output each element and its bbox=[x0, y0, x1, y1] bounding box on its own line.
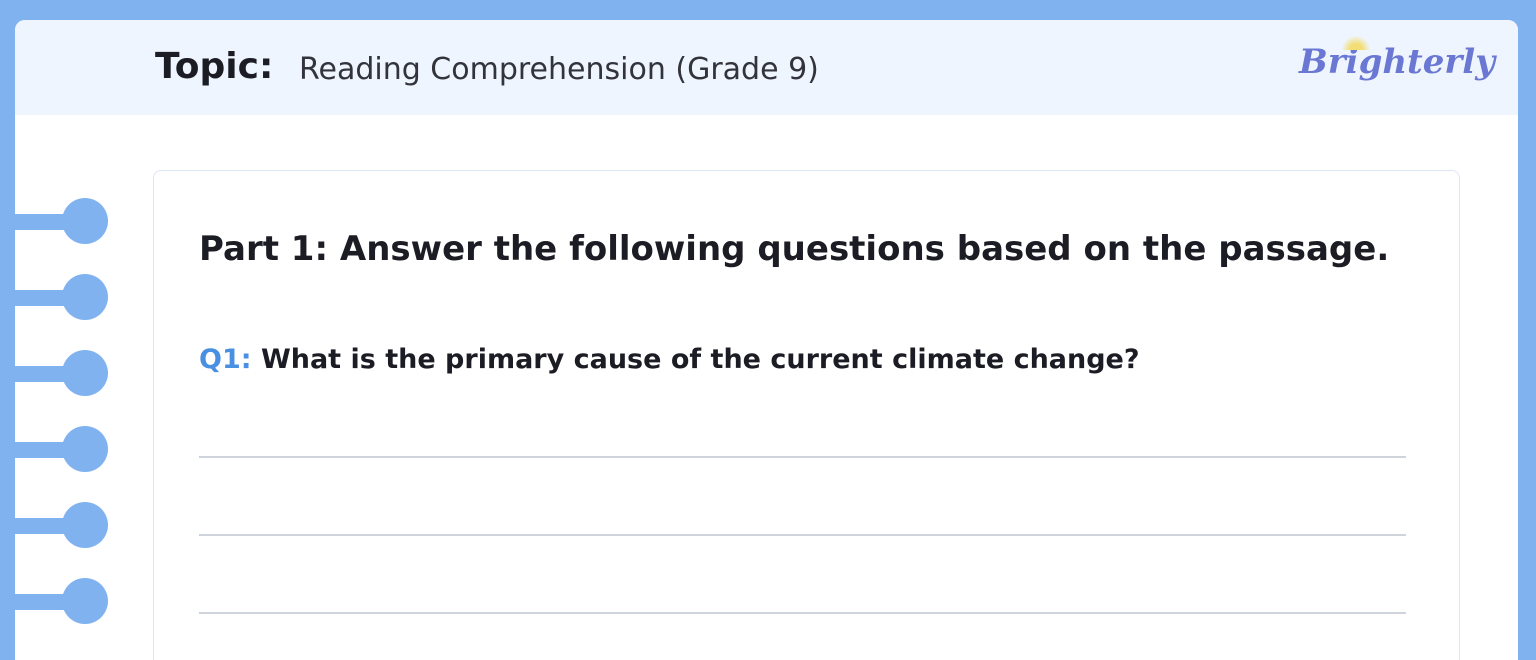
question-number: Q1: bbox=[199, 344, 252, 375]
logo-text: Brighterly bbox=[1299, 42, 1495, 82]
answer-line[interactable] bbox=[199, 534, 1406, 536]
binder-ring-icon bbox=[15, 274, 108, 322]
question-card: Part 1: Answer the following questions b… bbox=[153, 170, 1460, 660]
topic-value: Reading Comprehension (Grade 9) bbox=[299, 52, 819, 87]
part-title: Part 1: Answer the following questions b… bbox=[199, 229, 1390, 269]
binder-ring-icon bbox=[15, 198, 108, 246]
binder-ring-icon bbox=[15, 502, 108, 550]
topic-label: Topic: bbox=[155, 46, 274, 87]
brighterly-logo: Brighterly bbox=[1299, 36, 1495, 82]
binder-ring-icon bbox=[15, 350, 108, 398]
question-1: Q1: What is the primary cause of the cur… bbox=[199, 344, 1140, 375]
worksheet-header: Topic: Reading Comprehension (Grade 9) B… bbox=[15, 20, 1518, 115]
question-text: What is the primary cause of the current… bbox=[260, 344, 1140, 375]
binder-ring-icon bbox=[15, 578, 108, 626]
worksheet-page: Topic: Reading Comprehension (Grade 9) B… bbox=[15, 20, 1518, 660]
answer-line[interactable] bbox=[199, 612, 1406, 614]
sun-icon bbox=[1341, 36, 1371, 50]
binder-ring-icon bbox=[15, 426, 108, 474]
answer-line[interactable] bbox=[199, 456, 1406, 458]
